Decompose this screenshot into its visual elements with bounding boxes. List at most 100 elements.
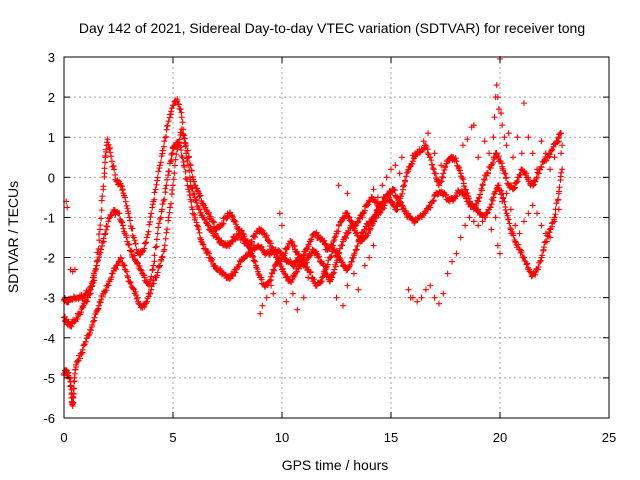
data-point-scatter-low [435,300,442,307]
data-point-track-a [502,206,509,213]
data-point-track-b [144,231,151,238]
data-point-track-b [532,178,539,185]
data-point-track-c [365,230,372,237]
data-point-scatter-high [520,100,527,107]
data-point-track-c [345,229,352,236]
data-point-track-b [452,155,459,162]
data-point-scatter-high [518,150,525,157]
data-point-scatter-high [411,150,418,157]
data-point-track-a [523,261,530,268]
data-point-track-b [484,169,491,176]
data-point-track-a [305,243,312,250]
data-point-track-a [152,244,159,251]
data-point-track-c [254,266,261,273]
data-point-scatter-high [379,182,386,189]
data-point-track-a [427,204,434,211]
data-point-track-b [151,189,158,196]
data-point-track-c [133,295,140,302]
data-point-scatter-high [551,154,558,161]
data-point-track-c [170,182,176,189]
data-point-track-b [149,204,156,211]
data-point-track-a [108,212,115,219]
data-point-track-a [365,201,372,208]
data-point-track-a [555,196,562,203]
x-tick-label: 5 [169,430,176,445]
data-point-track-b [401,182,408,189]
y-axis-label: SDTVAR / TECUs [5,181,21,293]
data-point-track-c [127,279,134,286]
data-point-track-b [151,196,158,203]
data-point-track-a [157,216,164,223]
data-point-scatter-high [558,150,565,157]
data-point-scatter-high [425,130,432,137]
data-point-track-b [456,164,463,171]
data-point-track-c [268,273,275,280]
data-point-track-b [196,206,203,213]
data-point-track-b [170,102,177,109]
data-point-track-b [472,204,479,211]
data-point-track-a [123,234,130,241]
data-point-track-b [105,141,112,148]
data-point-track-a [559,166,566,173]
data-point-track-c [120,261,127,268]
data-point-scatter-low [322,246,329,253]
data-point-track-b [141,240,148,247]
data-point-track-b [324,261,331,268]
data-point-scatter-high [538,138,545,145]
data-point-track-b [538,164,545,171]
data-point-track-b [161,138,168,145]
data-point-track-c [284,244,291,251]
data-points [61,56,566,409]
data-point-track-c [241,233,248,240]
data-point-track-c [167,204,174,211]
data-point-scatter-low [520,218,527,225]
data-point-track-b [159,147,166,154]
x-tick-label: 0 [60,430,67,445]
data-point-track-b [104,136,111,143]
data-point-track-c [159,253,166,260]
data-point-track-a [504,212,511,219]
data-point-track-b [193,196,200,203]
data-point-track-b [101,165,108,172]
data-point-track-b [453,158,460,165]
data-point-track-c [184,147,191,154]
data-point-track-c [244,238,251,245]
data-point-track-b [162,133,169,140]
data-point-track-a [102,230,109,237]
data-point-track-b [461,183,468,190]
data-point-track-c [67,382,74,389]
data-point-scatter-low [300,294,307,301]
data-point-track-c [78,350,85,357]
data-point-track-c [344,230,351,237]
data-point-track-a [537,257,544,264]
data-point-track-b [108,158,115,165]
data-point-track-a [484,209,491,216]
data-point-track-b [351,250,358,257]
data-point-track-a [330,238,337,245]
data-point-track-a [518,249,525,256]
data-point-track-b [143,239,150,246]
data-point-track-a [209,256,216,263]
data-point-track-b [419,146,426,153]
data-point-track-b [102,152,109,159]
data-point-scatter-high [529,150,536,157]
data-point-track-c [247,245,254,252]
data-point-track-b [154,177,161,184]
data-point-track-b [160,143,167,150]
data-point-track-a [166,168,173,175]
data-point-track-b [490,159,497,166]
data-point-track-a [422,210,429,217]
data-point-track-c [197,192,204,199]
data-point-track-c [87,327,94,334]
data-point-track-a [189,210,196,217]
data-point-track-b [428,157,435,164]
data-point-track-a [153,236,160,243]
data-point-track-c [171,170,178,177]
data-point-track-b [99,193,106,200]
data-point-track-b [515,174,522,181]
data-point-track-c [188,167,195,174]
data-point-track-a [490,194,497,201]
data-point-scatter-high [438,162,445,169]
data-point-scatter-high [459,142,466,149]
data-point-track-a [482,214,489,221]
